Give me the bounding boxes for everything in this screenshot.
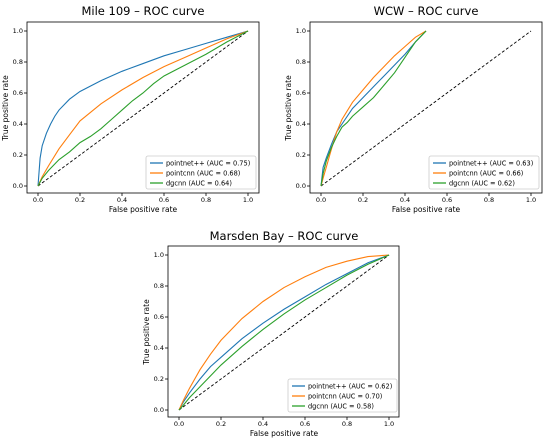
x-tick-label: 0.8 xyxy=(201,196,211,204)
y-ticks: 0.0 0.2 0.4 0.6 0.8 1.0 xyxy=(13,27,27,190)
x-tick-label: 0.4 xyxy=(400,196,410,204)
roc-curve-dgcnn xyxy=(178,254,390,411)
reference-diagonal xyxy=(178,254,390,411)
x-tick-label: 0.6 xyxy=(159,196,169,204)
y-tick-label: 0.4 xyxy=(296,120,306,128)
y-tick-label: 0.4 xyxy=(154,344,164,352)
x-axis-label: False positive rate xyxy=(109,205,178,214)
legend-box xyxy=(287,378,398,413)
legend: pointnet++ (AUC = 0.75) pointcnn (AUC = … xyxy=(145,155,257,190)
x-axis-label: False positive rate xyxy=(392,205,461,214)
y-tick-label: 0.6 xyxy=(154,313,164,321)
plot-frame xyxy=(309,21,543,194)
y-ticks: 0.0 0.2 0.4 0.6 0.8 1.0 xyxy=(296,27,310,190)
legend: pointnet++ (AUC = 0.63) pointcnn (AUC = … xyxy=(428,155,540,190)
roc-curve-pointcnn xyxy=(37,30,249,187)
y-tick-label: 0.6 xyxy=(13,89,23,97)
reference-diagonal xyxy=(320,30,532,187)
y-tick-label: 0.2 xyxy=(296,151,306,159)
chart-panel-mile109: Mile 109 – ROC curve 0.0 0.2 0.4 0.6 0.8… xyxy=(1,4,260,214)
roc-curve-pointnetpp xyxy=(178,254,390,411)
roc-curve-pointnetpp xyxy=(37,30,249,187)
plot-frame xyxy=(26,21,260,194)
y-tick-label: 1.0 xyxy=(296,27,306,35)
y-tick-label: 0.0 xyxy=(13,182,23,190)
roc-curve-pointcnn xyxy=(178,254,390,411)
roc-curve-dgcnn xyxy=(320,30,427,187)
y-tick-label: 0.8 xyxy=(154,282,164,290)
reference-diagonal xyxy=(37,30,249,187)
legend-label: dgcnn (AUC = 0.62) xyxy=(449,180,515,188)
y-tick-label: 0.2 xyxy=(154,375,164,383)
y-ticks: 0.0 0.2 0.4 0.6 0.8 1.0 xyxy=(154,251,168,414)
x-tick-label: 1.0 xyxy=(243,196,253,204)
x-ticks: 0.0 0.2 0.4 0.6 0.8 1.0 xyxy=(174,417,394,428)
legend: pointnet++ (AUC = 0.62) pointcnn (AUC = … xyxy=(287,378,398,413)
x-tick-label: 1.0 xyxy=(526,196,536,204)
x-tick-label: 0.2 xyxy=(216,420,226,428)
x-tick-label: 0.0 xyxy=(33,196,43,204)
x-tick-label: 0.0 xyxy=(174,420,184,428)
x-tick-label: 0.4 xyxy=(117,196,127,204)
legend-label: dgcnn (AUC = 0.64) xyxy=(166,180,232,188)
x-tick-label: 0.8 xyxy=(484,196,494,204)
legend-label: pointnet++ (AUC = 0.75) xyxy=(166,160,250,168)
legend-box xyxy=(145,155,257,190)
roc-curve-pointnetpp xyxy=(320,30,427,187)
chart-title: WCW – ROC curve xyxy=(374,4,479,18)
legend-label: pointcnn (AUC = 0.68) xyxy=(166,170,240,178)
x-axis-label: False positive rate xyxy=(250,429,319,438)
x-ticks: 0.0 0.2 0.4 0.6 0.8 1.0 xyxy=(316,193,536,204)
y-tick-label: 0.8 xyxy=(13,58,23,66)
x-tick-label: 0.8 xyxy=(342,420,352,428)
legend-label: pointnet++ (AUC = 0.62) xyxy=(308,383,392,391)
chart-title: Mile 109 – ROC curve xyxy=(81,4,204,18)
x-tick-label: 0.2 xyxy=(75,196,85,204)
x-tick-label: 0.6 xyxy=(300,420,310,428)
y-tick-label: 0.2 xyxy=(13,151,23,159)
roc-curve-pointcnn xyxy=(320,30,427,187)
legend-label: pointnet++ (AUC = 0.63) xyxy=(449,160,533,168)
x-tick-label: 0.4 xyxy=(258,420,268,428)
y-axis-label: True positive rate xyxy=(284,75,293,142)
chart-panel-marsden-bay: Marsden Bay – ROC curve 0.0 0.2 0.4 0.6 … xyxy=(142,229,400,438)
x-tick-label: 0.6 xyxy=(442,196,452,204)
y-tick-label: 1.0 xyxy=(154,251,164,259)
y-tick-label: 0.0 xyxy=(154,406,164,414)
legend-label: dgcnn (AUC = 0.58) xyxy=(308,403,374,411)
x-tick-label: 1.0 xyxy=(384,420,394,428)
legend-label: pointcnn (AUC = 0.66) xyxy=(449,170,523,178)
y-tick-label: 0.4 xyxy=(13,120,23,128)
chart-panel-wcw: WCW – ROC curve 0.0 0.2 0.4 0.6 0.8 1.0 … xyxy=(284,4,543,214)
y-tick-label: 1.0 xyxy=(13,27,23,35)
legend-label: pointcnn (AUC = 0.70) xyxy=(308,393,382,401)
y-tick-label: 0.6 xyxy=(296,89,306,97)
y-axis-label: True positive rate xyxy=(1,75,10,142)
y-tick-label: 0.8 xyxy=(296,58,306,66)
x-ticks: 0.0 0.2 0.4 0.6 0.8 1.0 xyxy=(33,193,253,204)
legend-box xyxy=(428,155,540,190)
x-tick-label: 0.0 xyxy=(316,196,326,204)
y-tick-label: 0.0 xyxy=(296,182,306,190)
y-axis-label: True positive rate xyxy=(142,299,151,366)
plot-frame xyxy=(167,245,400,418)
x-tick-label: 0.2 xyxy=(358,196,368,204)
chart-title: Marsden Bay – ROC curve xyxy=(210,229,359,243)
roc-curve-dgcnn xyxy=(37,30,249,187)
